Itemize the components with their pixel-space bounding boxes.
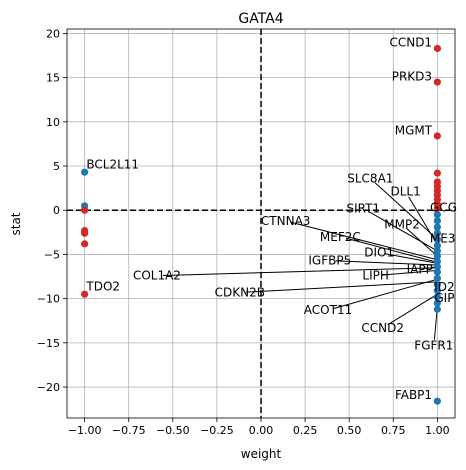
y-tick-label: 5 <box>53 160 60 173</box>
label-arrow <box>384 253 438 264</box>
label-arrow <box>406 228 438 257</box>
data-point <box>433 211 441 219</box>
data-point <box>81 168 89 176</box>
data-point <box>433 235 441 244</box>
data-point <box>81 229 89 237</box>
label-arrow <box>408 196 438 245</box>
data-point <box>433 280 441 289</box>
data-point <box>433 223 441 231</box>
label-arrow <box>291 221 438 261</box>
point-label: CCND2 <box>361 321 404 335</box>
label-arrow <box>433 307 438 340</box>
data-point <box>433 247 441 255</box>
point-label: ACOT11 <box>304 303 352 317</box>
y-tick-label: −5 <box>44 248 60 261</box>
label-arrow <box>245 281 438 293</box>
data-points <box>81 44 441 405</box>
y-axis-label: stat <box>9 212 23 235</box>
data-point <box>81 290 89 298</box>
point-label: TDO2 <box>85 279 120 293</box>
point-label: FGFR1 <box>414 339 453 353</box>
label-arrow <box>387 293 438 326</box>
data-point <box>433 287 441 295</box>
point-label: CCND1 <box>389 35 432 49</box>
point-labels: CCND1 PRKD3 MGMT BCL2L11 TDO2 FABP1 SLC8A1DLL1… <box>85 35 457 402</box>
point-label: IAPP <box>407 262 433 276</box>
point-label: SLC8A1 <box>347 171 393 185</box>
data-point <box>433 78 441 86</box>
data-point <box>433 229 441 237</box>
x-tick-label: −0.50 <box>156 424 190 437</box>
point-label: PRKD3 <box>392 70 432 84</box>
y-tick-label: 10 <box>46 116 60 129</box>
label-arrows <box>162 182 438 340</box>
label-arrow <box>162 267 438 276</box>
x-tick-label: −0.75 <box>112 424 146 437</box>
data-point <box>433 305 441 313</box>
data-point <box>433 257 441 266</box>
y-axis-ticks: −20 −15 −10 −5 0 5 10 15 20 <box>37 27 67 394</box>
y-tick-label: −20 <box>37 381 60 394</box>
point-label: LIPH <box>362 269 388 283</box>
data-point <box>433 252 441 260</box>
point-label: MEF2C <box>320 230 361 244</box>
point-label: CTNNA3 <box>261 214 311 228</box>
label-arrow <box>346 237 438 263</box>
data-point <box>433 169 441 177</box>
data-point <box>433 274 441 282</box>
x-tick-label: 0.75 <box>381 424 406 437</box>
point-label: FABP1 <box>395 388 432 402</box>
label-arrow <box>335 260 438 266</box>
data-point <box>433 132 441 140</box>
x-axis-label: weight <box>241 447 282 461</box>
chart-title: GATA4 <box>238 11 283 27</box>
data-point <box>433 44 441 53</box>
data-point <box>433 299 441 307</box>
point-label: CDKN2B <box>215 285 265 299</box>
point-label: MGMT <box>395 124 433 138</box>
point-label: DIO1 <box>364 246 394 260</box>
data-point <box>81 240 89 248</box>
data-point <box>81 206 89 214</box>
label-arrow <box>368 211 438 252</box>
reference-lines <box>67 29 455 418</box>
point-label: IGFBP5 <box>308 254 351 268</box>
x-tick-label: −0.25 <box>200 424 234 437</box>
y-tick-label: −10 <box>37 293 60 306</box>
data-point <box>433 397 441 405</box>
label-arrow <box>381 269 438 276</box>
x-tick-label: 0.00 <box>249 424 274 437</box>
point-label: SIRT1 <box>346 201 380 215</box>
data-point <box>433 263 441 271</box>
point-label: GIP <box>434 291 454 305</box>
y-tick-label: 15 <box>46 72 60 85</box>
point-label: DLL1 <box>390 185 420 199</box>
x-tick-label: 1.00 <box>425 424 450 437</box>
point-label: ID2 <box>434 280 454 294</box>
data-point <box>433 217 441 225</box>
x-tick-label: 0.50 <box>337 424 362 437</box>
point-label: COL1A2 <box>133 269 181 283</box>
point-label: MMP2 <box>384 217 420 231</box>
data-point <box>433 242 441 250</box>
y-tick-label: 0 <box>53 204 60 217</box>
point-label: ME3 <box>430 232 456 246</box>
data-point <box>433 204 441 213</box>
point-label: BCL2L11 <box>86 157 139 171</box>
y-tick-label: −15 <box>37 337 60 350</box>
data-point <box>433 268 441 276</box>
label-arrow <box>333 278 438 309</box>
point-label: GCG <box>430 201 457 215</box>
x-axis-ticks: −1.00 −0.75 −0.50 −0.25 0.00 0.25 0.50 0.75 1.00 <box>68 418 450 437</box>
y-tick-label: 20 <box>46 27 60 40</box>
x-tick-label: 0.25 <box>293 424 318 437</box>
label-arrow <box>374 182 438 240</box>
data-point <box>433 293 441 301</box>
x-tick-label: −1.00 <box>68 424 102 437</box>
